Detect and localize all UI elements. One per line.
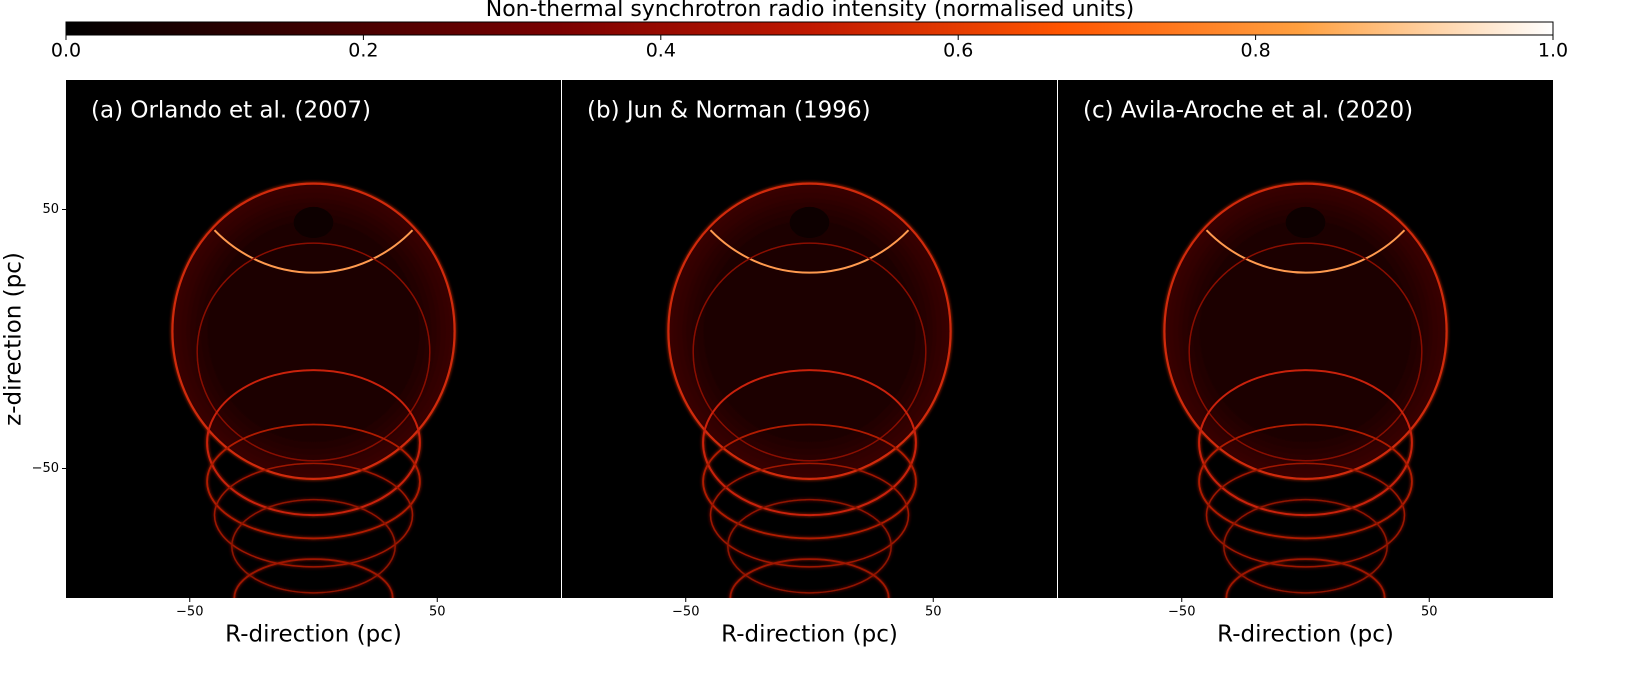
x-axis-label: R-direction (pc) <box>721 622 898 648</box>
y-tick-label: 50 <box>42 202 59 217</box>
y-tick-label: −50 <box>32 461 59 476</box>
colorbar-tick-label: 0.8 <box>1240 40 1270 62</box>
x-tick-label: 50 <box>925 605 942 620</box>
y-axis-label: z-direction (pc) <box>1 252 27 426</box>
colorbar-tick-label: 0.6 <box>943 40 973 62</box>
panel-title: (c) Avila-Aroche et al. (2020) <box>1083 98 1413 124</box>
panel-title: (b) Jun & Norman (1996) <box>587 98 871 124</box>
x-axis-label: R-direction (pc) <box>225 622 402 648</box>
colorbar-tick-label: 0.2 <box>348 40 378 62</box>
panel-title: (a) Orlando et al. (2007) <box>91 98 371 124</box>
x-tick-label: −50 <box>1168 605 1195 620</box>
colorbar-tick-label: 0.0 <box>51 40 81 62</box>
x-tick-label: −50 <box>672 605 699 620</box>
colorbar <box>65 21 1554 36</box>
x-tick-label: 50 <box>429 605 446 620</box>
x-axis-label: R-direction (pc) <box>1217 622 1394 648</box>
colorbar-tick-label: 1.0 <box>1538 40 1568 62</box>
x-tick-label: −50 <box>176 605 203 620</box>
x-tick-label: 50 <box>1421 605 1438 620</box>
colorbar-label: Non-thermal synchrotron radio intensity … <box>486 0 1134 22</box>
colorbar-tick-label: 0.4 <box>646 40 676 62</box>
